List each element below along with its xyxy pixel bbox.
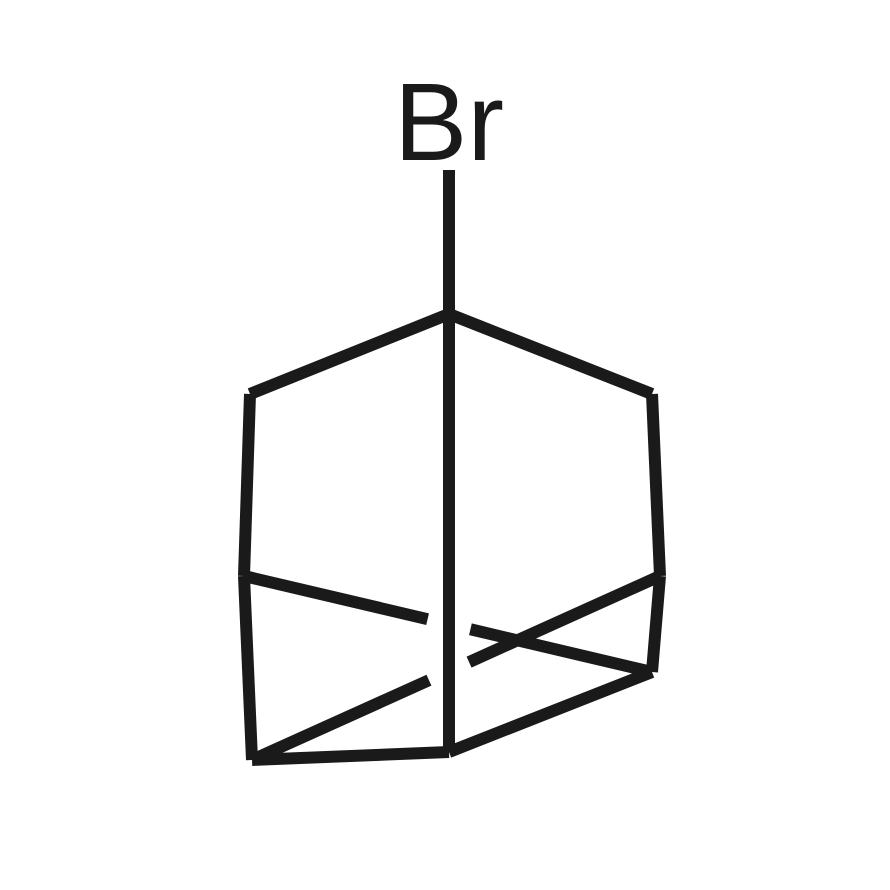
atom-label-br: Br [394, 61, 504, 184]
chemical-structure: Br [0, 0, 890, 890]
labels-group: Br [394, 61, 504, 184]
bonds-group [244, 170, 660, 760]
